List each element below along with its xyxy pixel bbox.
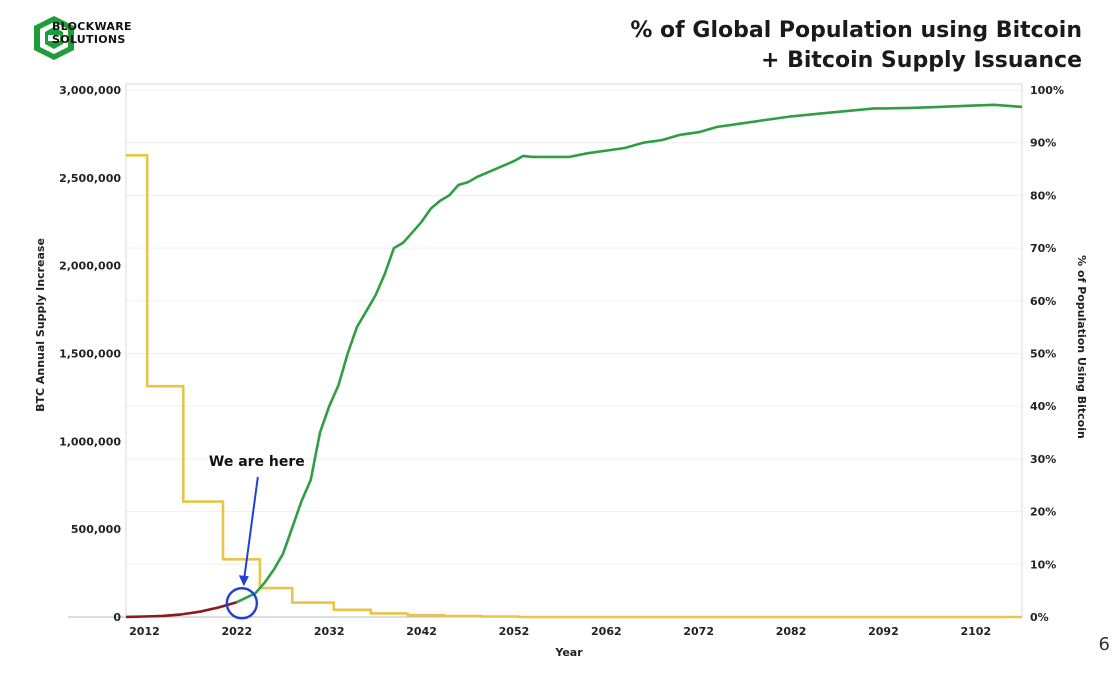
we-are-here-circle xyxy=(225,587,259,620)
x-tick-label: 2072 xyxy=(683,625,714,638)
page-number: 6 xyxy=(1098,634,1110,655)
right-tick-labels: 0% 10% 20% 30% 40% 50% 60% 70% 80% 90% 100% xyxy=(1030,84,1064,624)
left-tick-label: 1,000,000 xyxy=(59,435,121,448)
right-tick-label: 60% xyxy=(1030,295,1056,308)
right-axis-title: % of Population Using Bitcoin xyxy=(1075,255,1088,439)
we-are-here-arrowhead xyxy=(238,575,249,587)
logo-wordmark: BLOCKWARE SOLUTIONS xyxy=(52,20,132,46)
logo-line2: SOLUTIONS xyxy=(52,33,126,46)
left-tick-label: 500,000 xyxy=(71,523,121,536)
x-tick-label: 2032 xyxy=(314,625,345,638)
right-tick-label: 0% xyxy=(1030,611,1049,624)
right-tick-label: 30% xyxy=(1030,453,1056,466)
logo-mark-icon xyxy=(34,16,74,60)
x-tick-label: 2012 xyxy=(129,625,160,638)
left-tick-label: 1,500,000 xyxy=(59,348,121,361)
left-tick-labels: 0 500,000 1,000,000 1,500,000 2,000,000 2,500… xyxy=(59,84,121,624)
series-line-0 xyxy=(126,154,1022,619)
right-tick-label: 90% xyxy=(1030,137,1056,150)
left-tick-label: 0 xyxy=(113,611,121,624)
x-tick-label: 2022 xyxy=(222,625,253,638)
we-are-here-label: We are here xyxy=(209,454,305,470)
right-tick-label: 100% xyxy=(1030,84,1064,97)
title-line1: % of Global Population using Bitcoin xyxy=(630,18,1082,43)
x-tick-labels: 2012 2022 2032 2042 2052 2062 2072 2082 2092 2102 xyxy=(129,625,991,638)
left-axis-title: BTC Annual Supply Increase xyxy=(34,238,47,412)
right-tick-label: 50% xyxy=(1030,348,1056,361)
x-axis-title: Year xyxy=(554,646,583,659)
left-tick-label: 2,500,000 xyxy=(59,172,121,185)
right-tick-label: 20% xyxy=(1030,506,1056,519)
x-tick-label: 2102 xyxy=(961,625,992,638)
logo-line1: BLOCKWARE xyxy=(52,20,132,33)
left-tick-label: 2,000,000 xyxy=(59,260,121,273)
right-tick-label: 70% xyxy=(1030,242,1056,255)
we-are-here-arrow-line xyxy=(242,476,259,582)
right-tick-label: 40% xyxy=(1030,400,1056,413)
annotation-layer: We are here xyxy=(209,454,305,620)
left-tick-label: 3,000,000 xyxy=(59,84,121,97)
x-tick-label: 2052 xyxy=(499,625,530,638)
x-tick-label: 2082 xyxy=(776,625,807,638)
x-tick-label: 2042 xyxy=(406,625,437,638)
grid-lines xyxy=(126,89,1022,565)
x-tick-label: 2092 xyxy=(868,625,899,638)
series-line-1 xyxy=(125,600,238,619)
right-tick-label: 10% xyxy=(1030,558,1056,571)
series-line-2 xyxy=(236,103,1023,604)
chart-title: % of Global Population using Bitcoin + B… xyxy=(630,16,1082,76)
right-tick-label: 80% xyxy=(1030,189,1056,202)
x-tick-label: 2062 xyxy=(591,625,622,638)
title-line2: + Bitcoin Supply Issuance xyxy=(761,48,1082,73)
blockware-logo xyxy=(34,16,74,60)
series-layer xyxy=(125,103,1023,619)
chart-axes xyxy=(68,83,1023,618)
